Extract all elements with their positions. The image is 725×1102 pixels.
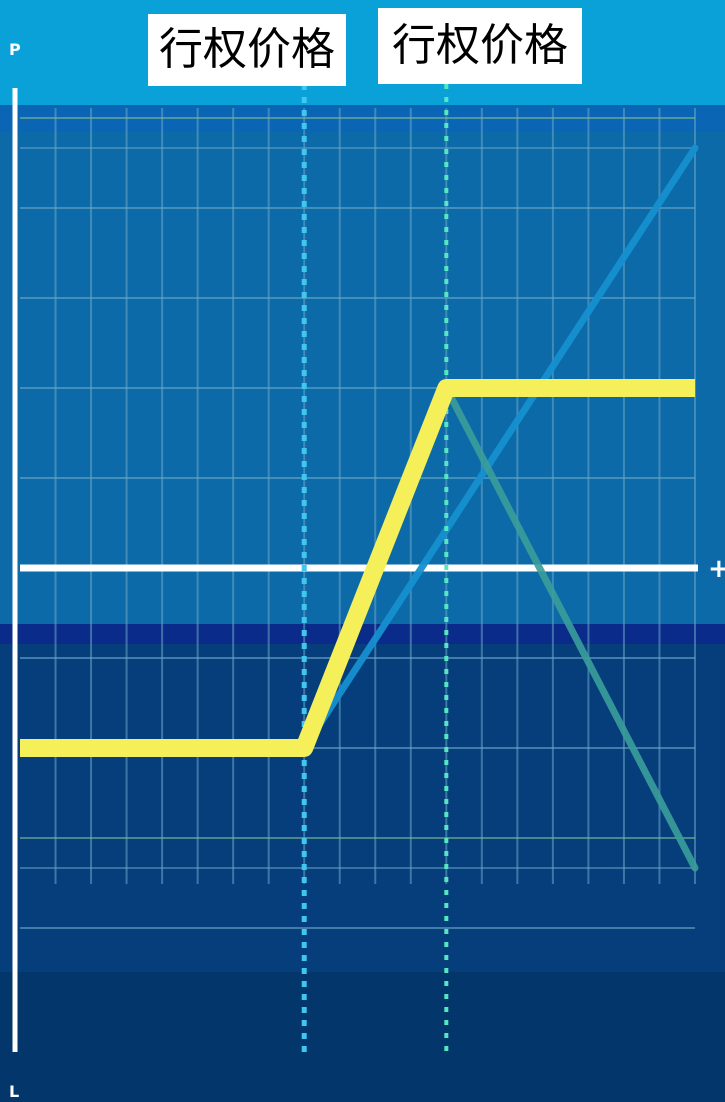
y-axis-bottom-letter: L [9, 1082, 20, 1101]
y-axis-top-letter: P [9, 40, 21, 59]
strike-label-2: 行权价格 [378, 8, 582, 84]
background-mid-stripe [0, 624, 725, 646]
background-top-band [0, 0, 725, 110]
right-plus-marker: + [708, 554, 725, 584]
strike-label-1: 行权价格 [148, 14, 346, 86]
net-payoff-line [20, 379, 695, 757]
background-lower-plot [0, 644, 725, 974]
long-call-line [300, 144, 699, 752]
short-call-line [442, 384, 699, 872]
background-bottom-band [0, 972, 725, 1102]
background-upper-stripe [0, 105, 725, 137]
